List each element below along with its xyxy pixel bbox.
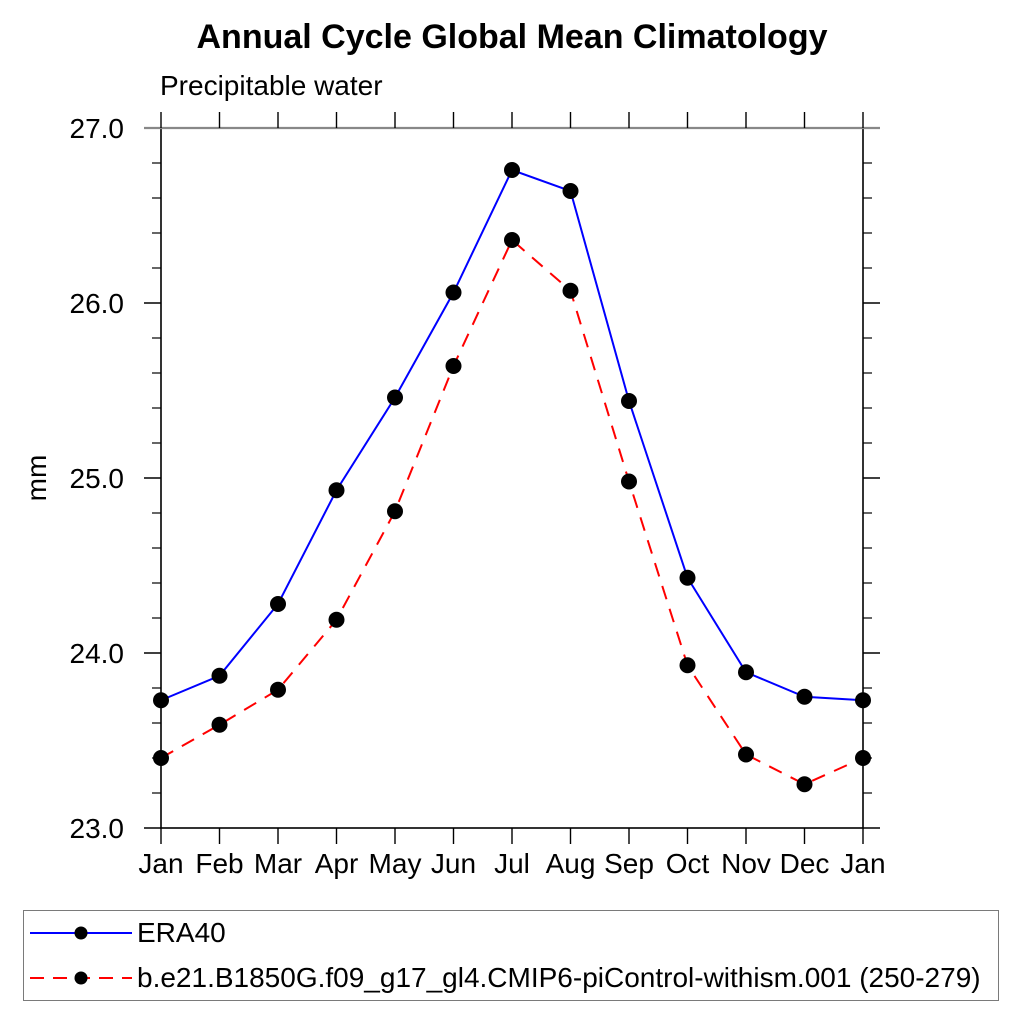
x-axis-tick-label: Jan [840, 848, 885, 879]
series-marker-1 [153, 750, 169, 766]
y-axis-tick-label: 25.0 [70, 463, 125, 494]
chart-title: Annual Cycle Global Mean Climatology [196, 18, 828, 56]
x-axis-tick-label: Jul [494, 848, 530, 879]
y-axis-tick-label: 26.0 [70, 288, 125, 319]
series-marker-1 [738, 746, 754, 763]
series-line-1 [160, 238, 864, 786]
x-axis-tick-label: May [369, 848, 422, 879]
series-marker-0 [328, 482, 345, 499]
legend-marker-icon [74, 971, 88, 985]
series-marker-0 [211, 667, 228, 684]
y-axis-tick-label: 23.0 [70, 813, 125, 844]
series-marker-0 [270, 596, 286, 612]
series-marker-0 [504, 162, 520, 178]
series-marker-1 [855, 750, 871, 766]
series-line-0 [160, 168, 864, 702]
y-axis-tick-label: 27.0 [70, 113, 125, 144]
legend-item-era40: ERA40 [24, 913, 998, 953]
x-axis-tick-label: Apr [315, 848, 359, 879]
y-axis-tick-label: 24.0 [70, 638, 125, 669]
x-axis-tick-label: Oct [666, 848, 710, 879]
series-marker-0 [796, 688, 813, 705]
series-marker-1 [270, 681, 286, 698]
plot-area: 23.0 24.0 25.0 26.0 27.0 Jan Feb Mar Apr May Jun Ju… [21, 112, 886, 879]
x-axis-tick-label: Sep [604, 848, 654, 879]
series-marker-0 [679, 569, 696, 586]
x-axis-tick-label: Dec [780, 848, 830, 879]
series-marker-0 [445, 284, 462, 301]
legend-label-model: b.e21.B1850G.f09_g17_gl4.CMIP6-piControl… [137, 961, 981, 993]
series-marker-0 [153, 692, 169, 709]
x-axis-tick-label: Mar [254, 848, 302, 879]
series-marker-1 [621, 473, 637, 490]
series-marker-1 [679, 657, 696, 674]
legend: ERA40 b.e21.B1850G.f09_g17_gl4.CMIP6-piC… [23, 910, 999, 1001]
x-axis-tick-label: Jan [138, 848, 183, 879]
series-marker-0 [738, 664, 754, 681]
legend-label-era40: ERA40 [137, 917, 226, 949]
series-marker-0 [562, 183, 579, 199]
legend-item-model: b.e21.B1850G.f09_g17_gl4.CMIP6-piControl… [24, 958, 998, 998]
legend-marker-icon [74, 926, 88, 940]
series-marker-0 [387, 389, 403, 406]
series-marker-1 [562, 282, 579, 299]
series-marker-1 [796, 776, 813, 793]
series-marker-1 [445, 358, 462, 374]
y-axis-title: mm [21, 455, 52, 502]
series-marker-1 [504, 232, 520, 248]
x-axis-tick-label: Nov [721, 848, 771, 879]
x-axis-tick-label: Jun [431, 848, 476, 879]
x-axis-tick-label: Aug [546, 848, 596, 879]
series-marker-1 [328, 611, 345, 628]
legend-line-sample-model [30, 971, 132, 985]
series-marker-0 [855, 692, 871, 709]
x-axis-tick-label: Feb [195, 848, 243, 879]
series-marker-1 [211, 716, 228, 733]
legend-line-sample-era40 [30, 926, 132, 940]
chart-subtitle: Precipitable water [160, 70, 383, 101]
series-marker-0 [621, 393, 637, 409]
series-marker-1 [387, 503, 403, 520]
